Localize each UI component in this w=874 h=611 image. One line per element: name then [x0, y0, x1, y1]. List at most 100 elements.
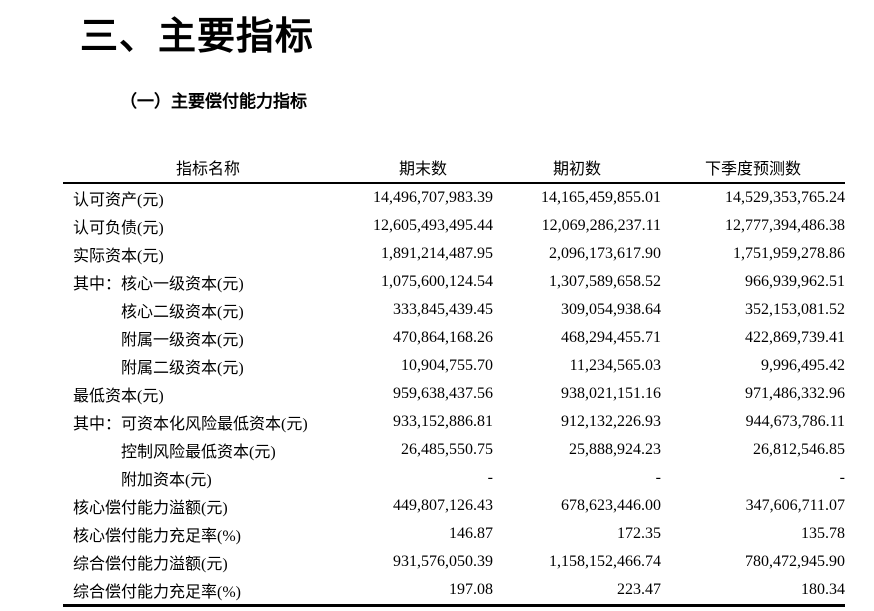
- value-cell: 26,485,550.75: [401, 441, 493, 458]
- indicator-label: 实际资本(元): [73, 248, 164, 265]
- value-cell: 959,638,437.56: [393, 385, 493, 402]
- table-row: 核心偿付能力溢额(元) 449,807,126.43 678,623,446.00 3…: [63, 492, 845, 520]
- indicator-label: 其中：核心一级资本(元): [73, 276, 244, 293]
- indicator-name-cell: 核心偿付能力溢额(元): [63, 492, 353, 520]
- value-cell: 197.08: [449, 581, 493, 598]
- column-header-period-end: 期末数: [398, 160, 447, 178]
- solvency-indicators-table: 指标名称 期末数 期初数 下季度预测数 认可资产(元) 14,496,707,98…: [63, 151, 845, 607]
- value-cell: -: [655, 469, 661, 486]
- table-row: 控制风险最低资本(元) 26,485,550.75 25,888,924.23 26,…: [63, 436, 845, 464]
- value-cell: 14,165,459,855.01: [541, 189, 661, 206]
- value-cell: 912,132,226.93: [561, 413, 661, 430]
- value-cell: 780,472,945.90: [745, 553, 845, 570]
- value-cell: 146.87: [449, 525, 493, 542]
- indicator-label: 综合偿付能力溢额(元): [73, 556, 228, 573]
- indicator-label: 其中：可资本化风险最低资本(元): [73, 416, 308, 433]
- value-cell: 25,888,924.23: [569, 441, 661, 458]
- value-cell: 449,807,126.43: [393, 497, 493, 514]
- value-cell: 135.78: [801, 525, 845, 542]
- value-cell: 14,496,707,983.39: [373, 189, 493, 206]
- value-cell: 938,021,151.16: [561, 385, 661, 402]
- table-row: 其中：核心一级资本(元) 1,075,600,124.54 1,307,589,65…: [63, 268, 845, 296]
- table-body: 认可资产(元) 14,496,707,983.39 14,165,459,855.0…: [63, 183, 845, 606]
- section-title: 三、主要指标: [80, 16, 315, 58]
- value-cell: 26,812,546.85: [753, 441, 845, 458]
- indicator-label: 核心二级资本(元): [121, 304, 244, 321]
- indicator-label: 附属二级资本(元): [121, 360, 244, 377]
- table-row: 核心偿付能力充足率(%) 146.87 172.35 135.78: [63, 520, 845, 548]
- value-cell: -: [839, 469, 845, 486]
- indicator-name-cell: 附加资本(元): [63, 464, 353, 492]
- indicator-label: 附属一级资本(元): [121, 332, 244, 349]
- value-cell: 678,623,446.00: [561, 497, 661, 514]
- value-cell: 1,751,959,278.86: [733, 245, 845, 262]
- indicator-label: 核心偿付能力充足率(%): [73, 528, 241, 545]
- value-cell: 944,673,786.11: [745, 413, 845, 430]
- value-cell: -: [487, 469, 493, 486]
- table-row: 最低资本(元) 959,638,437.56 938,021,151.16 971,4…: [63, 380, 845, 408]
- indicator-name-cell: 认可资产(元): [63, 183, 353, 212]
- indicator-name-cell: 综合偿付能力溢额(元): [63, 548, 353, 576]
- value-cell: 933,152,886.81: [393, 413, 493, 430]
- value-cell: 172.35: [617, 525, 661, 542]
- table-row: 附属一级资本(元) 470,864,168.26 468,294,455.71 422…: [63, 324, 845, 352]
- value-cell: 333,845,439.45: [393, 301, 493, 318]
- value-cell: 352,153,081.52: [745, 301, 845, 318]
- indicator-name-cell: 其中：核心一级资本(元): [63, 268, 353, 296]
- value-cell: 1,158,152,466.74: [549, 553, 661, 570]
- table-row: 综合偿付能力溢额(元) 931,576,050.39 1,158,152,466.7…: [63, 548, 845, 576]
- value-cell: 468,294,455.71: [561, 329, 661, 346]
- value-cell: 9,996,495.42: [761, 357, 845, 374]
- value-cell: 12,777,394,486.38: [725, 217, 845, 234]
- value-cell: 931,576,050.39: [393, 553, 493, 570]
- value-cell: 12,069,286,237.11: [541, 217, 661, 234]
- indicator-name-cell: 附属二级资本(元): [63, 352, 353, 380]
- indicator-label: 认可资产(元): [73, 192, 164, 209]
- value-cell: 1,307,589,658.52: [549, 273, 661, 290]
- table-row: 认可负债(元) 12,605,493,495.44 12,069,286,237.1…: [63, 212, 845, 240]
- indicator-name-cell: 控制风险最低资本(元): [63, 436, 353, 464]
- value-cell: 180.34: [801, 581, 845, 598]
- indicator-name-cell: 核心偿付能力充足率(%): [63, 520, 353, 548]
- indicator-label: 认可负债(元): [73, 220, 164, 237]
- table-row: 附属二级资本(元) 10,904,755.70 11,234,565.03 9,996…: [63, 352, 845, 380]
- value-cell: 966,939,962.51: [745, 273, 845, 290]
- value-cell: 971,486,332.96: [745, 385, 845, 402]
- subsection-title: （一）主要偿付能力指标: [120, 92, 307, 111]
- value-cell: 422,869,739.41: [745, 329, 845, 346]
- value-cell: 11,234,565.03: [569, 357, 661, 374]
- column-header-period-start: 期初数: [552, 160, 601, 178]
- indicator-label: 控制风险最低资本(元): [121, 444, 276, 461]
- value-cell: 470,864,168.26: [393, 329, 493, 346]
- column-header-indicator-name: 指标名称: [175, 160, 240, 178]
- indicator-name-cell: 其中：可资本化风险最低资本(元): [63, 408, 353, 436]
- table-row: 实际资本(元) 1,891,214,487.95 2,096,173,617.90 1…: [63, 240, 845, 268]
- value-cell: 1,075,600,124.54: [381, 273, 493, 290]
- table-row: 核心二级资本(元) 333,845,439.45 309,054,938.64 352…: [63, 296, 845, 324]
- indicator-name-cell: 最低资本(元): [63, 380, 353, 408]
- value-cell: 10,904,755.70: [401, 357, 493, 374]
- table-row: 认可资产(元) 14,496,707,983.39 14,165,459,855.0…: [63, 183, 845, 212]
- value-cell: 1,891,214,487.95: [381, 245, 493, 262]
- indicator-label: 综合偿付能力充足率(%): [73, 584, 241, 601]
- table-row: 综合偿付能力充足率(%) 197.08 223.47 180.34: [63, 576, 845, 606]
- value-cell: 223.47: [617, 581, 661, 598]
- indicator-label: 最低资本(元): [73, 388, 164, 405]
- value-cell: 12,605,493,495.44: [373, 217, 493, 234]
- value-cell: 309,054,938.64: [561, 301, 661, 318]
- column-header-next-quarter-forecast: 下季度预测数: [704, 160, 801, 178]
- indicator-name-cell: 实际资本(元): [63, 240, 353, 268]
- indicator-name-cell: 综合偿付能力充足率(%): [63, 576, 353, 606]
- table-row: 附加资本(元) - - -: [63, 464, 845, 492]
- indicator-label: 核心偿付能力溢额(元): [73, 500, 228, 517]
- indicator-label: 附加资本(元): [121, 472, 212, 489]
- value-cell: 347,606,711.07: [745, 497, 845, 514]
- value-cell: 14,529,353,765.24: [725, 189, 845, 206]
- indicator-name-cell: 附属一级资本(元): [63, 324, 353, 352]
- indicator-name-cell: 认可负债(元): [63, 212, 353, 240]
- value-cell: 2,096,173,617.90: [549, 245, 661, 262]
- table-header-row: 指标名称 期末数 期初数 下季度预测数: [63, 151, 845, 183]
- table-row: 其中：可资本化风险最低资本(元) 933,152,886.81 912,132,22…: [63, 408, 845, 436]
- indicator-name-cell: 核心二级资本(元): [63, 296, 353, 324]
